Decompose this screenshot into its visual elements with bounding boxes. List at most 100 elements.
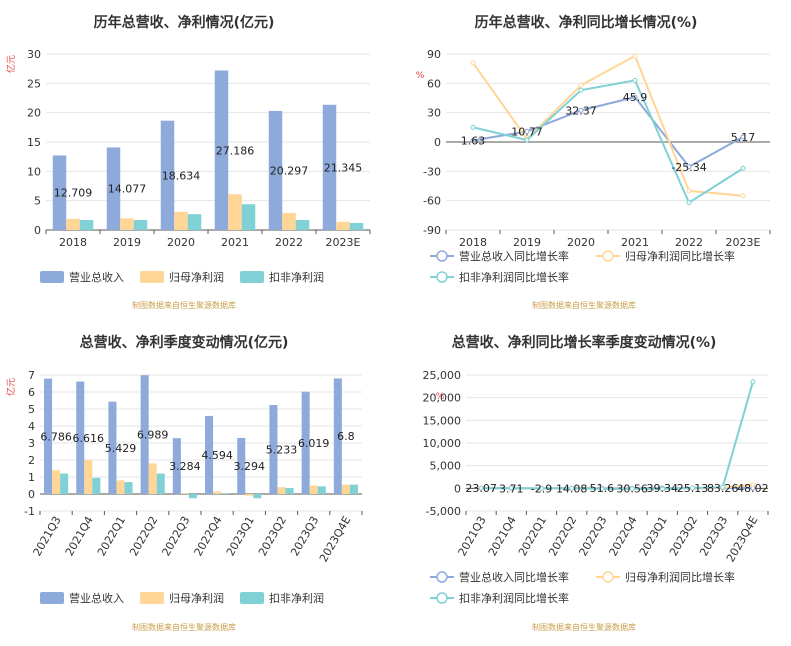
chart1-bar-deducted-profit: [349, 222, 364, 230]
chart1-legend-swatch: [140, 271, 164, 283]
chart3-xtick-label: 2023Q1: [224, 514, 257, 558]
chart4-ytick-label: 15,000: [423, 414, 462, 427]
chart4-data-label: 3.71: [499, 482, 524, 495]
chart3-bar-net-profit: [277, 487, 286, 494]
chart3-xtick-label: 2021Q3: [31, 514, 64, 558]
chart4-title: 总营收、净利同比增长率季度变动情况(%): [452, 334, 717, 351]
chart2-legend-label: 扣非净利润同比增长率: [459, 270, 569, 284]
chart4-data-label: 25.13: [677, 482, 709, 495]
chart2-ytick-label: 60: [427, 77, 441, 90]
chart3-legend-label: 归母净利润: [169, 591, 224, 605]
chart3-bar-net-profit: [116, 480, 125, 494]
chart3-legend-label: 扣非净利润: [269, 591, 324, 605]
chart3-bar-net-profit: [148, 463, 157, 494]
chart3-bar-revenue: [333, 378, 342, 494]
chart3-bar-revenue: [140, 375, 149, 494]
chart3-legend-swatch: [140, 592, 164, 604]
chart2-point: [578, 107, 584, 113]
chart1-ytick-label: 20: [27, 107, 41, 120]
chart4-xtick-label: 2023Q3: [697, 514, 730, 558]
chart2-xtick-label: 2021: [621, 236, 649, 249]
chart2-data-label: 1.63: [461, 134, 486, 147]
chart3-bar-revenue: [205, 415, 214, 494]
chart1-bar-deducted-profit: [133, 220, 148, 230]
chart3-bar-deducted-profit: [221, 493, 230, 494]
chart3-bar-net-profit: [84, 460, 93, 494]
chart2-data-label: 10.77: [511, 125, 543, 138]
chart3-bar-net-profit: [52, 470, 61, 494]
chart2-ytick-label: 0: [434, 136, 441, 149]
chart3-data-label: 3.284: [169, 460, 201, 473]
chart3-source-note: 制图数据来自恒生聚源数据库: [132, 622, 236, 632]
chart2-point: [578, 87, 584, 93]
chart2-legend-label: 营业总收入同比增长率: [459, 249, 569, 263]
chart2-point: [470, 60, 476, 66]
chart2-point: [686, 200, 692, 206]
chart1-data-label: 20.297: [270, 164, 309, 177]
chart4-point: [659, 486, 665, 492]
chart1-xtick-label: 2020: [167, 236, 195, 249]
chart2-point: [470, 137, 476, 143]
chart3-bar-deducted-profit: [156, 473, 165, 494]
chart3-ytick-label: 3: [28, 437, 35, 450]
chart3-ytick-label: 2: [28, 454, 35, 467]
chart3-data-label: 3.294: [234, 460, 266, 473]
chart4-data-label: 83.26: [707, 482, 739, 495]
chart2-legend-marker: [436, 250, 448, 262]
chart2-ytick-label: -60: [423, 195, 441, 208]
chart1-xtick-label: 2018: [59, 236, 87, 249]
chart2-ytick-label: 30: [427, 107, 441, 120]
chart2-point: [740, 134, 746, 140]
chart4-point: [750, 482, 756, 488]
chart1-bar-deducted-profit: [295, 220, 310, 230]
panel-annual-revenue-profit: 历年总营收、净利情况(亿元) 亿元 0 5 10 15 20 25 30 2018 2019 20…: [5, 14, 371, 310]
chart1-bar-revenue: [268, 110, 283, 230]
chart1-bar-deducted-profit: [241, 204, 256, 230]
chart4-ytick-label: 10,000: [423, 437, 462, 450]
chart4-source-note: 制图数据来自恒生聚源数据库: [532, 622, 636, 632]
chart3-xtick-label: 2022Q3: [159, 514, 192, 558]
chart1-bar-net-profit: [336, 221, 350, 230]
chart3-data-label: 5.233: [266, 444, 298, 457]
chart1-legend-swatch: [40, 271, 64, 283]
chart1-legend-label: 扣非净利润: [269, 270, 324, 284]
chart3-data-label: 6.616: [73, 432, 105, 445]
chart3-xtick-label: 2023Q3: [288, 514, 321, 558]
panel-quarterly-growth: 总营收、净利同比增长率季度变动情况(%) % -5,000 0 5,000 10,00…: [423, 334, 769, 632]
chart2-point: [740, 165, 746, 171]
chart4-data-label: 30.56: [616, 482, 648, 495]
chart3-bar-revenue: [172, 438, 181, 494]
chart3-bar-deducted-profit: [92, 477, 101, 494]
chart4-xtick-label: 2022Q4: [607, 514, 640, 558]
chart3-ytick-label: 7: [28, 369, 35, 382]
chart4-data-label: 14.08: [556, 482, 588, 495]
chart1-ytick-label: 15: [27, 136, 41, 149]
chart3-bar-deducted-profit: [253, 494, 262, 499]
chart2-line-net-profit-growth: [472, 54, 744, 197]
chart3-bar-net-profit: [245, 494, 254, 496]
chart4-ytick-label: 20,000: [423, 392, 462, 405]
chart4-xtick-label: 2023Q2: [667, 514, 700, 558]
chart1-bar-net-profit: [282, 212, 296, 230]
chart3-bar-revenue: [76, 381, 85, 494]
chart4-point: [478, 485, 484, 491]
chart3-bar-deducted-profit: [124, 482, 133, 494]
chart2-title: 历年总营收、净利同比增长情况(%): [475, 14, 698, 31]
chart4-point: [539, 485, 544, 491]
chart2-line-revenue-growth: [472, 95, 744, 169]
chart3-bar-deducted-profit: [60, 473, 69, 494]
chart4-data-label: 51.6: [590, 482, 615, 495]
chart1-bar-revenue: [160, 120, 175, 230]
chart3-unit-label: 亿元: [5, 378, 17, 396]
chart4-ytick-label: -5,000: [426, 505, 461, 518]
chart4-line-deducted-growth: [481, 381, 754, 490]
chart1-data-label: 21.345: [324, 161, 363, 174]
chart2-point: [686, 164, 692, 170]
chart3-data-label: 6.786: [40, 430, 72, 443]
chart2-xtick-label: 2022: [675, 236, 703, 249]
chart4-xtick-label: 2021Q4: [486, 514, 519, 558]
chart2-point: [632, 94, 638, 100]
chart4-legend-label: 营业总收入同比增长率: [459, 570, 569, 584]
chart3-legend-swatch: [40, 592, 64, 604]
chart2-point: [632, 53, 638, 59]
